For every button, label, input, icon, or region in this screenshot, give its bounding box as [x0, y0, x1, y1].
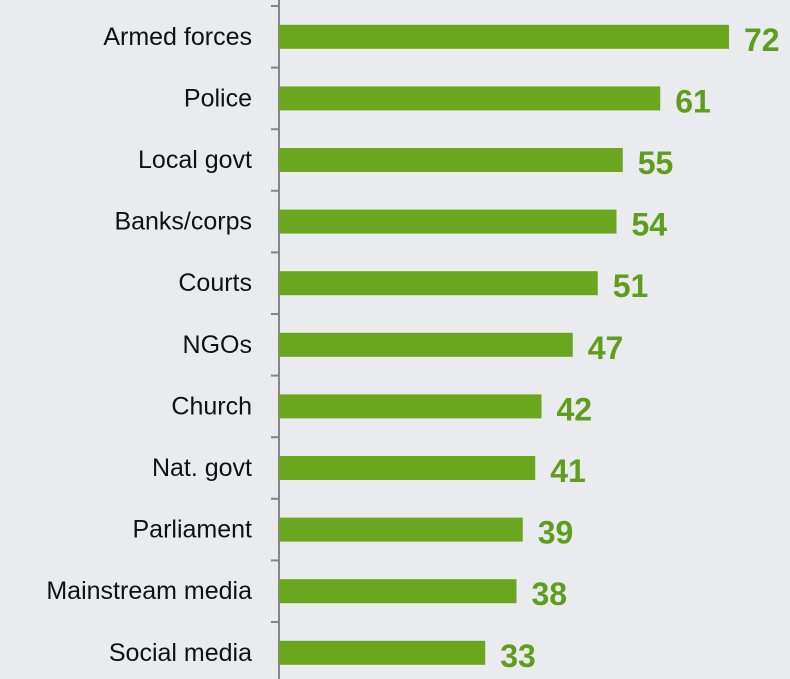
value-label: 54: [632, 207, 668, 243]
bar-ngos: [279, 332, 573, 357]
category-label: Parliament: [133, 516, 253, 544]
bar-mainstream-media: [279, 579, 517, 604]
value-label: 41: [550, 453, 586, 489]
category-label: Courts: [178, 269, 252, 297]
category-label: Social media: [109, 639, 252, 667]
axis-ticks: [271, 5, 279, 623]
category-label: NGOs: [183, 331, 252, 359]
category-label: Police: [184, 84, 252, 112]
bar-parliament: [279, 517, 523, 542]
category-labels: Armed forces Police Local govt Banks/corps C…: [46, 23, 252, 667]
bar-social-media: [279, 640, 486, 665]
value-label: 33: [500, 638, 536, 674]
value-label: 39: [538, 515, 574, 551]
value-label: 51: [613, 268, 649, 304]
category-label: Church: [171, 392, 252, 420]
category-label: Nat. govt: [152, 454, 252, 482]
value-label: 61: [675, 83, 711, 119]
value-label: 38: [532, 576, 568, 612]
category-label: Mainstream media: [46, 577, 252, 605]
bar-church: [279, 394, 542, 419]
category-label: Banks/corps: [114, 208, 252, 236]
category-label: Local govt: [138, 146, 252, 174]
bar-banks-corps: [279, 209, 617, 234]
bar-courts: [279, 271, 598, 296]
bar-armed-forces: [279, 24, 729, 49]
bar-police: [279, 86, 661, 111]
value-label: 72: [744, 22, 780, 58]
bars-group: [279, 24, 729, 665]
value-label: 42: [557, 391, 593, 427]
value-label: 55: [638, 145, 674, 181]
bar-local-govt: [279, 148, 623, 172]
value-label: 47: [588, 330, 624, 366]
category-label: Armed forces: [103, 23, 252, 51]
bar-nat-govt: [279, 456, 536, 480]
